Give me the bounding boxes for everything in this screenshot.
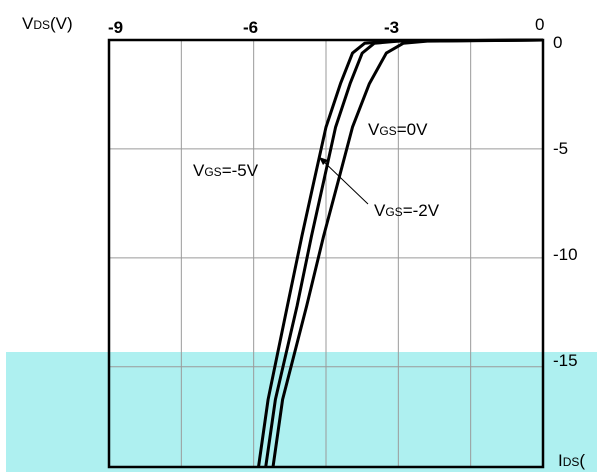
series-label-vgs-neg5: VGS=-5V — [193, 161, 259, 180]
curves — [257, 38, 544, 468]
selection-overlay — [6, 352, 597, 472]
x-tick-label: -6 — [243, 18, 258, 37]
series-label-vgs-neg2: VGS=-2V — [374, 201, 440, 220]
annotation-arrowhead — [319, 157, 328, 165]
x-tick-label: -9 — [108, 18, 123, 37]
grid — [109, 40, 543, 467]
x-tick-label: -3 — [384, 18, 399, 37]
x-axis-label: IDS( — [558, 451, 585, 470]
series-label-vgs-0: VGS=0V — [368, 120, 428, 139]
y-tick-label: 0 — [553, 33, 562, 52]
y-tick-label: -5 — [553, 139, 568, 158]
series-line-2 — [271, 38, 544, 468]
y-axis-label: VDS(V) — [22, 14, 73, 33]
series-line-1 — [264, 38, 544, 468]
x-tick-label: 0 — [535, 15, 544, 34]
y-tick-label: -10 — [553, 245, 578, 264]
plot-frame — [107, 38, 545, 469]
y-tick-label: -15 — [553, 351, 578, 370]
annotation-leader-line — [321, 159, 369, 205]
series-line-0 — [257, 38, 544, 468]
